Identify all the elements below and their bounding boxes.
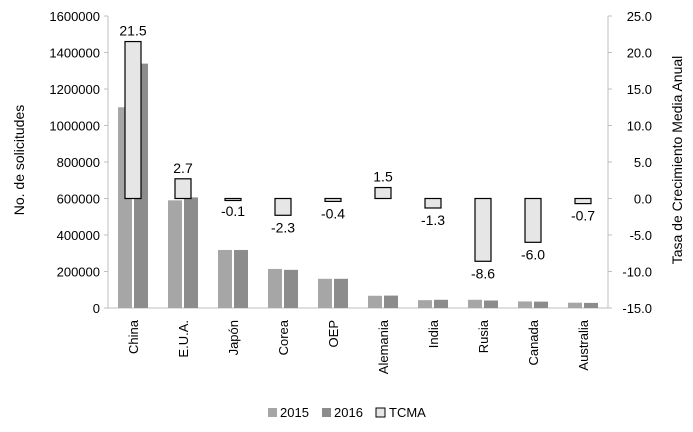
y-tick-label-left: 600000 [57, 192, 100, 207]
y-tick-label-left: 400000 [57, 228, 100, 243]
bar-2016-6 [434, 299, 448, 308]
category-label-4: OEP [326, 320, 341, 347]
tcma-data-label-4: -0.4 [321, 205, 345, 221]
bar-2015-7 [468, 299, 482, 308]
y-tick-label-right: 5.0 [634, 155, 652, 170]
y-tick-label-left: 1000000 [49, 119, 100, 134]
y-tick-label-right: -10.0 [622, 265, 652, 280]
y-tick-label-right: -15.0 [622, 301, 652, 316]
legend: 2015 2016 TCMA [268, 405, 426, 420]
tcma-data-label-9: -0.7 [571, 208, 595, 224]
bar-2015-1 [168, 200, 182, 308]
tcma-data-label-3: -2.3 [271, 219, 295, 235]
tcma-data-label-6: -1.3 [421, 212, 445, 228]
y-tick-label-left: 200000 [57, 265, 100, 280]
category-label-9: Australia [576, 319, 591, 370]
category-label-5: Alemania [376, 319, 391, 374]
category-label-0: China [126, 319, 141, 354]
category-label-1: E.U.A. [176, 320, 191, 358]
bar-2015-8 [518, 301, 532, 308]
bar-2015-4 [318, 278, 332, 308]
tcma-data-label-8: -6.0 [521, 246, 545, 262]
bar-2016-9 [584, 302, 598, 308]
legend-label-2016: 2016 [334, 405, 363, 420]
bar-tcma-0 [124, 40, 142, 200]
y-tick-label-left: 800000 [57, 155, 100, 170]
bar-tcma-3 [274, 197, 292, 216]
bar-2015-2 [218, 249, 232, 308]
bar-2016-3 [284, 269, 298, 308]
y-tick-label-right: 15.0 [627, 82, 652, 97]
category-label-3: Corea [276, 319, 291, 355]
bar-tcma-1 [174, 178, 192, 200]
bar-2015-9 [568, 302, 582, 308]
y-tick-label-right: -5.0 [630, 228, 652, 243]
y-axis-title-right: Tasa de Crecimiento Media Anual [669, 56, 685, 265]
bar-2015-5 [368, 295, 382, 308]
tcma-data-label-7: -8.6 [471, 265, 495, 281]
y-axis-title-left: No. de solicitudes [11, 105, 27, 216]
tcma-data-label-5: 1.5 [373, 169, 393, 185]
bar-2016-8 [534, 301, 548, 308]
bar-tcma-8 [524, 197, 542, 243]
axes-layer: 0 200000 400000 600000 800000 1000000 1200000 1… [49, 9, 652, 316]
y-tick-label-right: 0.0 [634, 192, 652, 207]
legend-swatch-2015 [268, 408, 277, 417]
bar-tcma-6 [424, 197, 442, 209]
bar-tcma-4 [324, 197, 342, 203]
tcma-data-label-2: -0.1 [221, 203, 245, 219]
bar-tcma-2 [224, 197, 242, 202]
bar-2016-2 [234, 249, 248, 308]
bar-2016-7 [484, 300, 498, 308]
tcma-data-label-0: 21.5 [119, 23, 146, 39]
bar-2015-6 [418, 300, 432, 308]
category-label-7: Rusia [476, 319, 491, 353]
category-label-6: India [426, 319, 441, 348]
y-tick-label-right: 25.0 [627, 9, 652, 24]
legend-swatch-2016 [322, 408, 331, 417]
y-tick-label-left: 1400000 [49, 46, 100, 61]
bar-tcma-9 [574, 197, 592, 205]
bar-tcma-5 [374, 186, 392, 200]
y-tick-label-left: 1600000 [49, 9, 100, 24]
y-tick-label-left: 1200000 [49, 82, 100, 97]
bar-2016-1 [184, 197, 198, 308]
legend-label-tcma: TCMA [389, 405, 426, 420]
category-label-2: Japón [226, 320, 241, 355]
bar-2016-5 [384, 295, 398, 308]
legend-label-2015: 2015 [280, 405, 309, 420]
bar-2016-4 [334, 278, 348, 308]
bar-tcma-7 [474, 197, 492, 262]
y-tick-label-right: 20.0 [627, 46, 652, 61]
bar-2015-3 [268, 268, 282, 308]
legend-swatch-tcma [375, 407, 386, 418]
bars-layer [118, 40, 598, 308]
labels-layer: 21.5 China 2.7 E.U.A. -0.1 Japón -2.3 Corea -0.4… [119, 23, 595, 375]
category-label-8: Canada [526, 319, 541, 365]
y-tick-label-right: 10.0 [627, 119, 652, 134]
y-tick-label-left: 0 [93, 301, 100, 316]
tcma-data-label-1: 2.7 [173, 160, 193, 176]
